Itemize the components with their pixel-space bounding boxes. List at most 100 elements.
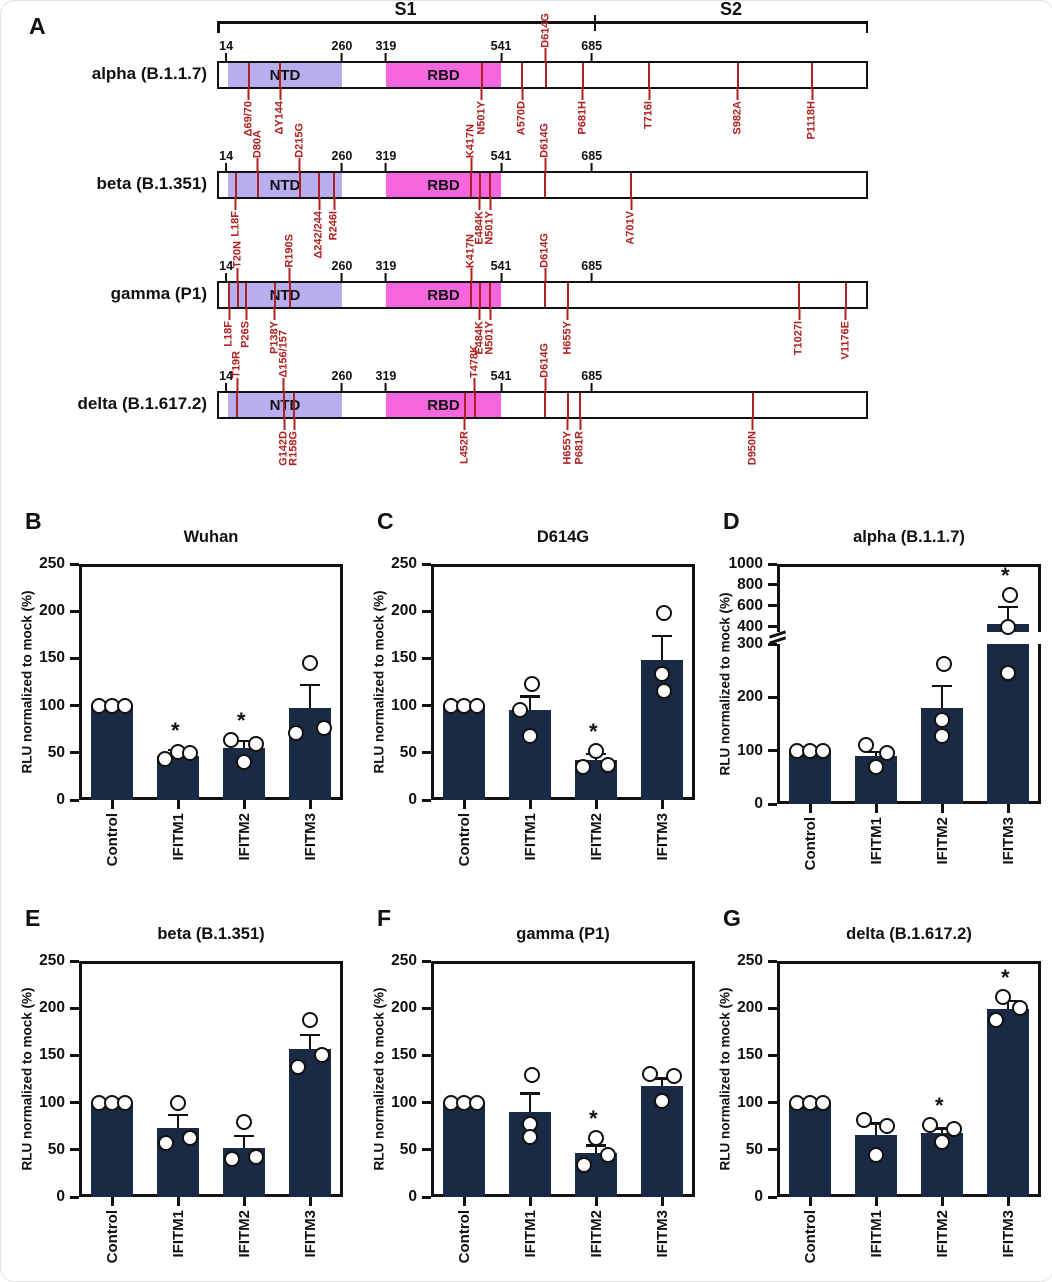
mutation-line xyxy=(566,393,569,417)
x-tick-mark xyxy=(1006,804,1010,813)
panel-letter-e: E xyxy=(25,905,41,931)
y-tick-mark xyxy=(422,1006,431,1010)
data-point xyxy=(922,1117,938,1134)
y-tick-label: 150 xyxy=(391,1046,417,1064)
data-point xyxy=(654,1092,670,1109)
mutation-callout-below: R246I xyxy=(327,197,340,241)
mutation-callout-above: K417N xyxy=(465,234,477,283)
data-point xyxy=(879,745,895,762)
mutation-leader-line xyxy=(844,307,847,320)
residue-tick-mark xyxy=(500,163,503,173)
error-bar xyxy=(242,1135,246,1148)
bar xyxy=(91,1102,133,1197)
x-tick-mark xyxy=(594,1197,598,1206)
residue-tick-mark xyxy=(225,53,228,63)
x-category-label: IFITM1 xyxy=(520,1210,540,1258)
y-tick-label: 50 xyxy=(399,743,417,761)
mutation-callout-below: P681H xyxy=(576,87,588,135)
residue-tick: 541 xyxy=(491,259,512,283)
mutation-leader-line xyxy=(247,87,250,100)
mutation-leader-line xyxy=(579,417,582,430)
y-tick-label: 150 xyxy=(737,1046,763,1064)
mutation-callout-above: D614G xyxy=(539,233,551,283)
x-tick-mark xyxy=(110,1197,114,1206)
mutation-label: A701V xyxy=(624,211,637,245)
mutation-callout-below: T1027I xyxy=(793,307,805,355)
residue-tick-mark xyxy=(225,383,228,393)
y-tick-label: 250 xyxy=(39,555,65,572)
mutation-line xyxy=(544,63,547,87)
residue-tick-number: 685 xyxy=(581,368,603,383)
data-point xyxy=(469,1094,485,1111)
y-tick-label: 0 xyxy=(754,795,763,812)
mutation-line xyxy=(648,63,651,87)
data-point xyxy=(1000,618,1016,635)
error-bar xyxy=(528,696,532,711)
error-bar xyxy=(176,1114,180,1129)
residue-tick: 541 xyxy=(491,369,512,393)
significance-star: * xyxy=(935,1093,944,1119)
y-tick-mark xyxy=(768,959,777,963)
rbd-label: RBD xyxy=(427,66,460,84)
data-point xyxy=(170,1094,186,1111)
data-point xyxy=(469,697,485,714)
x-tick-mark xyxy=(1006,1197,1010,1206)
plot-frame-upper xyxy=(777,564,1041,632)
y-tick-mark xyxy=(422,1053,431,1057)
mutation-line xyxy=(236,283,239,307)
y-tick-label: 100 xyxy=(737,741,763,759)
data-point xyxy=(656,605,672,622)
y-tick-mark xyxy=(70,562,79,566)
mutation-leader-line xyxy=(279,87,282,100)
error-bar xyxy=(874,1123,878,1135)
error-bar-cap xyxy=(998,605,1018,609)
mutation-callout-above: Δ156/157 xyxy=(277,330,290,393)
ntd-label: NTD xyxy=(269,176,301,194)
residue-tick: 14 xyxy=(219,149,233,173)
y-tick-label: 100 xyxy=(391,696,417,714)
variant-name: beta (B.1.351) xyxy=(96,174,207,193)
panel-letter-d: D xyxy=(723,508,740,534)
residue-tick: 14 xyxy=(219,259,233,283)
y-tick-mark xyxy=(768,1006,777,1010)
rbd-label: RBD xyxy=(427,176,460,194)
mutation-line xyxy=(736,63,739,87)
y-tick-label: 150 xyxy=(39,1046,65,1064)
y-tick-mark xyxy=(70,751,79,755)
mutation-leader-line xyxy=(478,307,481,320)
y-tick-label: 50 xyxy=(47,743,65,761)
mutation-leader-line xyxy=(318,197,321,210)
y-tick-mark xyxy=(422,704,431,708)
residue-tick-number: 319 xyxy=(375,258,397,273)
chart-title: D614G xyxy=(536,528,590,546)
mutation-line xyxy=(247,63,250,87)
mutation-leader-line xyxy=(566,307,569,320)
mutation-leader-line xyxy=(581,87,584,100)
plot-frame xyxy=(79,564,343,800)
x-tick-mark xyxy=(242,800,246,809)
plot-frame-lower xyxy=(777,644,1041,804)
error-bar-cap xyxy=(300,683,320,687)
mutation-callout-below: D950N xyxy=(746,417,758,465)
mutation-label: D215G xyxy=(293,123,306,158)
mutation-label: Δ156/157 xyxy=(277,330,290,378)
mutation-callout-below: S982A xyxy=(731,87,743,135)
variant-name: delta (B.1.617.2) xyxy=(77,394,207,413)
y-tick-mark xyxy=(422,609,431,613)
residue-tick-number: 260 xyxy=(331,368,353,383)
bar xyxy=(91,705,133,800)
bracket-end-tick xyxy=(217,21,220,33)
y-tick-mark xyxy=(70,1053,79,1057)
mutation-line xyxy=(544,393,547,417)
y-tick-mark xyxy=(768,802,777,806)
ntd-label: NTD xyxy=(269,66,301,84)
error-bar-cap xyxy=(866,1122,886,1125)
mutation-label: R246I xyxy=(327,211,340,241)
data-point xyxy=(524,675,540,692)
chart-c: C D614G RLU normalized to mock (%) 0 50 100 15… xyxy=(363,506,705,896)
mutation-callout-below: G142D xyxy=(278,417,290,466)
residue-tick-mark xyxy=(225,163,228,173)
y-tick-mark xyxy=(70,704,79,708)
data-point xyxy=(524,1067,540,1084)
